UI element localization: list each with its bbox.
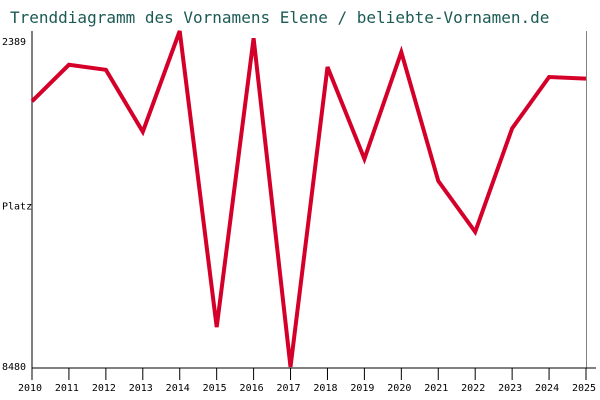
x-tick-label-2023: 2023 <box>498 383 522 394</box>
labels-layer: 2389 8480 Platz 2010 2011 2012 2013 2014 2015 201… <box>2 37 596 394</box>
x-tick-label-2020: 2020 <box>387 383 411 394</box>
axes-layer <box>31 31 596 369</box>
plot-area <box>32 31 586 368</box>
x-tick-label-2016: 2016 <box>240 383 264 394</box>
x-tick-label-2014: 2014 <box>166 383 190 394</box>
y-tick-label-bottom: 8480 <box>2 362 26 373</box>
x-tick-label-2011: 2011 <box>55 383 79 394</box>
x-tick-label-2013: 2013 <box>129 383 153 394</box>
x-tick-label-2010: 2010 <box>18 383 42 394</box>
x-tick-label-2021: 2021 <box>424 383 448 394</box>
x-tick-label-2017: 2017 <box>276 383 300 394</box>
y-tick-label-top: 2389 <box>2 37 26 48</box>
x-tick-label-2015: 2015 <box>203 383 227 394</box>
x-tick-label-2024: 2024 <box>535 383 559 394</box>
series-line-0 <box>30 30 587 368</box>
series-layer <box>30 30 587 368</box>
x-tick-label-2022: 2022 <box>461 383 485 394</box>
x-tick-label-2018: 2018 <box>313 383 337 394</box>
y-axis-label: Platz <box>2 202 32 213</box>
x-tick-label-2019: 2019 <box>350 383 374 394</box>
chart-title: Trenddiagramm des Vornamens Elene / beli… <box>10 8 550 27</box>
x-tick-label-2012: 2012 <box>92 383 116 394</box>
x-tick-label-2025: 2025 <box>572 383 596 394</box>
